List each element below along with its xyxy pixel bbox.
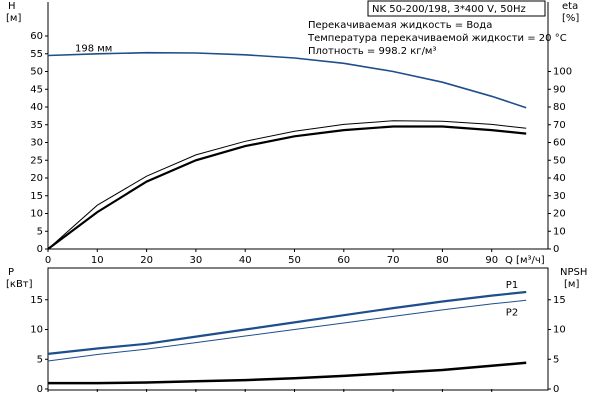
y2-tick-label: 10 — [553, 325, 566, 336]
y2-tick-label: 70 — [553, 120, 566, 131]
y-unit: [кВт] — [6, 279, 33, 290]
y-tick-label: 15 — [30, 191, 43, 202]
annotation: Перекачиваемая жидкость = Вода — [308, 20, 492, 31]
x-tick-label: 40 — [239, 255, 252, 266]
y-label: H — [8, 1, 16, 12]
y2-tick-label: 90 — [553, 84, 566, 95]
x-tick-label: 90 — [485, 255, 498, 266]
y-tick-label: 10 — [30, 325, 43, 336]
y-label: P — [8, 267, 14, 278]
x-label: Q [м³/ч] — [505, 255, 545, 266]
y2-tick-label: 5 — [553, 354, 559, 365]
y2-tick-label: 30 — [553, 191, 566, 202]
x-tick-label: 30 — [190, 255, 203, 266]
y2-tick-label: 0 — [553, 384, 559, 395]
y2-label: eta — [562, 1, 578, 12]
y-tick-label: 25 — [30, 155, 43, 166]
y-tick-label: 55 — [30, 49, 43, 60]
y2-tick-label: 60 — [553, 138, 566, 149]
y-unit: [м] — [6, 13, 21, 24]
y2-tick-label: 100 — [553, 67, 572, 78]
curve — [48, 361, 527, 385]
chart-title: NK 50-200/198, 3*400 V, 50Hz — [372, 4, 526, 15]
curve — [47, 290, 527, 355]
annotation: Плотность = 998.2 кг/м³ — [308, 46, 437, 57]
y-tick-label: 30 — [30, 138, 43, 149]
y2-tick-label: 0 — [553, 244, 559, 255]
y-tick-label: 15 — [30, 295, 43, 306]
y2-tick-label: 10 — [553, 226, 566, 237]
y-tick-label: 10 — [30, 209, 43, 220]
y-tick-label: 5 — [37, 226, 43, 237]
x-tick-label: 0 — [45, 255, 51, 266]
y-tick-label: 45 — [30, 84, 43, 95]
y-tick-label: 5 — [37, 354, 43, 365]
x-tick-label: 20 — [140, 255, 153, 266]
y-tick-label: 20 — [30, 173, 43, 184]
y-tick-label: 0 — [37, 244, 43, 255]
series-label: P1 — [506, 280, 518, 291]
curve — [47, 125, 527, 250]
y-tick-label: 50 — [30, 67, 43, 78]
curve — [47, 120, 527, 250]
y2-tick-label: 50 — [553, 155, 566, 166]
x-tick-label: 10 — [91, 255, 104, 266]
x-tick-label: 50 — [288, 255, 301, 266]
y2-label: NPSH — [560, 267, 587, 278]
x-tick-label: 70 — [387, 255, 400, 266]
x-tick-label: 60 — [337, 255, 350, 266]
curve — [47, 299, 527, 362]
title-box — [367, 0, 546, 17]
y2-unit: [%] — [562, 13, 579, 24]
y2-unit: [м] — [564, 279, 579, 290]
series-label: 198 мм — [75, 44, 112, 55]
y-tick-label: 35 — [30, 120, 43, 131]
curve — [47, 51, 527, 109]
x-tick-label: 80 — [436, 255, 449, 266]
y2-tick-label: 80 — [553, 102, 566, 113]
y-tick-label: 60 — [30, 31, 43, 42]
annotation: Температура перекачиваемой жидкости = 20… — [307, 33, 567, 44]
series-label: P2 — [506, 307, 518, 318]
y-tick-label: 0 — [37, 384, 43, 395]
y2-tick-label: 20 — [553, 209, 566, 220]
y2-tick-label: 40 — [553, 173, 566, 184]
y-tick-label: 40 — [30, 102, 43, 113]
y2-tick-label: 15 — [553, 295, 566, 306]
